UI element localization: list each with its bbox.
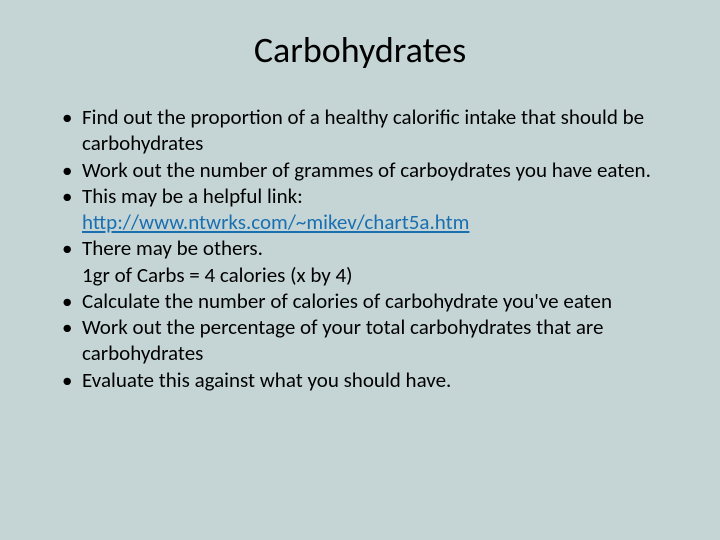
- bullet-list: Find out the proportion of a healthy cal…: [50, 104, 670, 393]
- bullet-text: There may be others.: [82, 235, 263, 261]
- list-item: This may be a helpful link: http://www.n…: [58, 183, 670, 236]
- list-item: Work out the percentage of your total ca…: [58, 314, 670, 367]
- link[interactable]: http://www.ntwrks.com/~mikev/chart5a.htm: [82, 209, 469, 235]
- bullet-text: This may be a helpful link:: [82, 183, 303, 209]
- bullet-text: Find out the proportion of a healthy cal…: [82, 104, 644, 156]
- list-item: Find out the proportion of a healthy cal…: [58, 104, 670, 157]
- page-title: Carbohydrates: [50, 28, 670, 72]
- list-item: Evaluate this against what you should ha…: [58, 367, 670, 393]
- list-item: Work out the number of grammes of carboy…: [58, 157, 670, 183]
- list-item: There may be others. 1gr of Carbs = 4 ca…: [58, 235, 670, 288]
- bullet-text: Work out the percentage of your total ca…: [82, 314, 603, 366]
- bullet-text: Work out the number of grammes of carboy…: [82, 157, 651, 183]
- bullet-subtext: 1gr of Carbs = 4 calories (x by 4): [82, 262, 670, 288]
- slide: Carbohydrates Find out the proportion of…: [0, 0, 720, 540]
- bullet-text: Evaluate this against what you should ha…: [82, 367, 451, 393]
- list-item: Calculate the number of calories of carb…: [58, 288, 670, 314]
- bullet-text: Calculate the number of calories of carb…: [82, 288, 612, 314]
